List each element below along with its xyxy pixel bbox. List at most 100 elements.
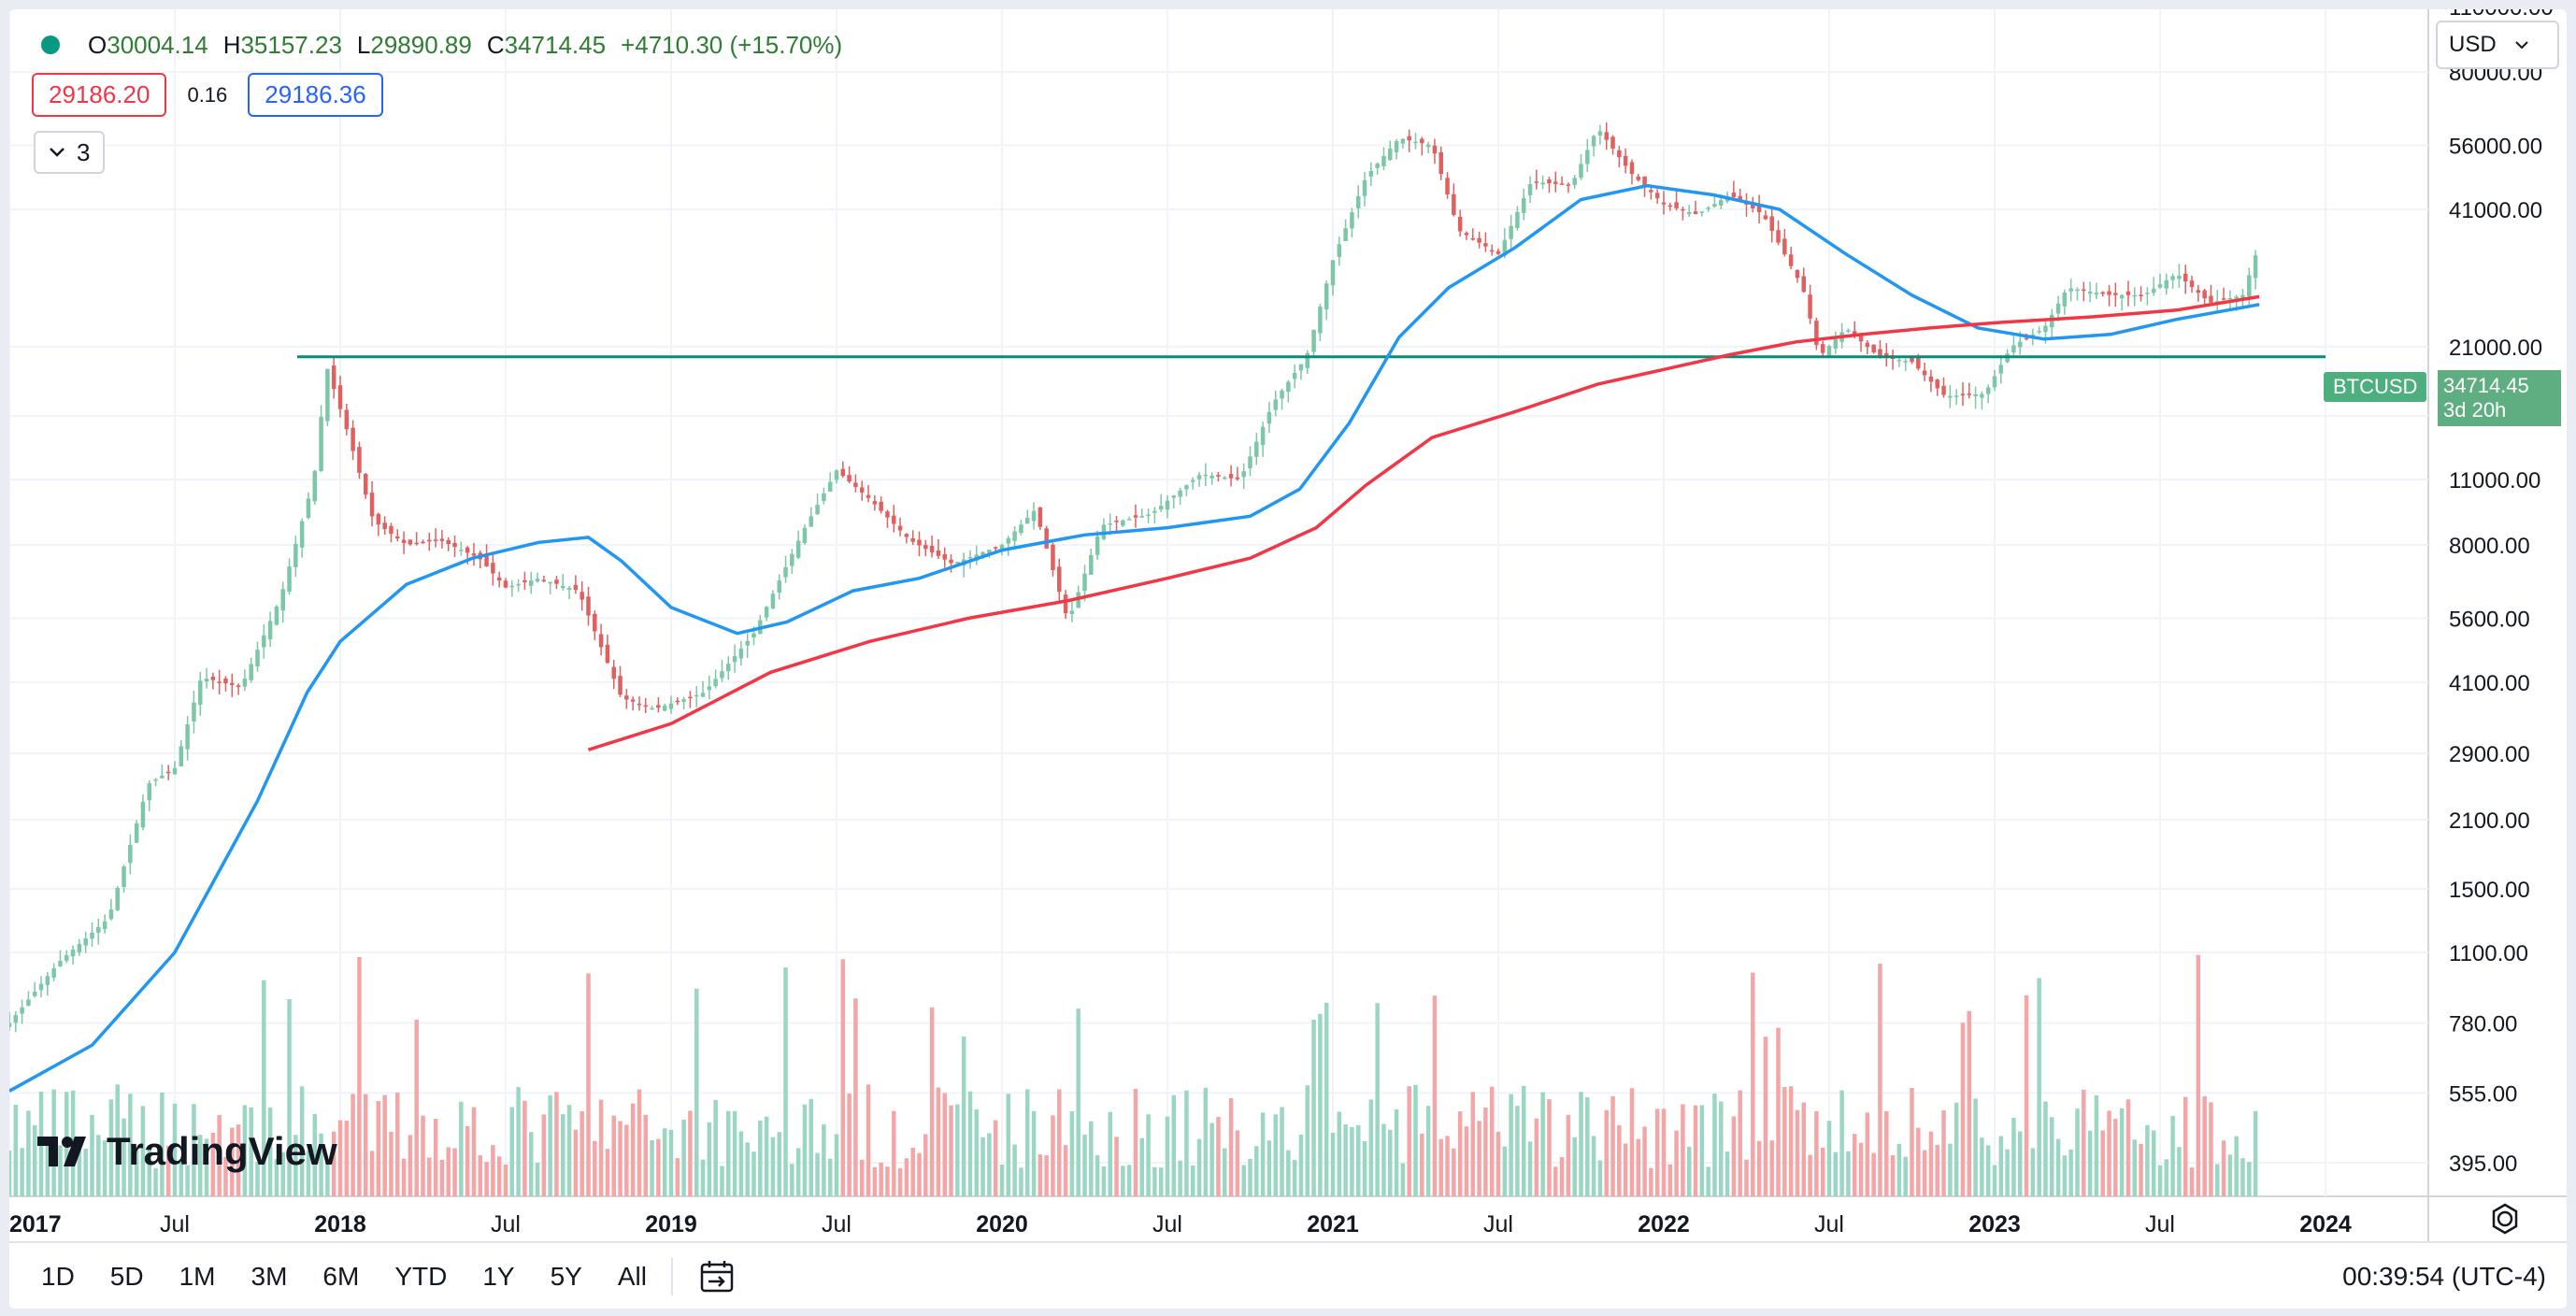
volume-bar [2221, 1140, 2226, 1196]
volume-bar [1165, 1116, 1170, 1196]
range-6m-button[interactable]: 6M [322, 1262, 360, 1291]
range-1m-button[interactable]: 1M [179, 1262, 216, 1291]
chart-canvas[interactable]: 160000.00110000.0080000.0056000.0041000.… [9, 9, 2567, 1309]
candle-body [688, 696, 693, 699]
volume-bar [185, 1165, 190, 1196]
settings-icon[interactable] [2488, 1202, 2522, 1236]
candle-body [1012, 531, 1017, 541]
candle-body [522, 579, 527, 582]
candle-body [1223, 477, 1227, 479]
volume-bar [1477, 1121, 1481, 1196]
volume-bar [1209, 1123, 1214, 1196]
volume-bar [77, 1137, 82, 1196]
range-all-button[interactable]: All [617, 1262, 647, 1291]
candle-body [2107, 291, 2111, 295]
volume-bar [1623, 1143, 1628, 1196]
volume-bar [2132, 1139, 2138, 1196]
candle-body [1731, 193, 1737, 197]
range-1d-button[interactable]: 1D [41, 1262, 75, 1291]
currency-select[interactable]: USD [2436, 21, 2559, 69]
candle-body [1559, 183, 1565, 185]
candle-body [1654, 193, 1660, 199]
volume-bar [1126, 1165, 1132, 1196]
volume-bar [102, 1140, 107, 1196]
buy-button[interactable]: 29186.36 [248, 73, 383, 117]
candle-body [1089, 554, 1094, 575]
volume-bar [1012, 1144, 1017, 1196]
range-5y-button[interactable]: 5Y [550, 1262, 582, 1291]
chart-frame: 160000.00110000.0080000.0056000.0041000.… [9, 9, 2567, 1309]
volume-bar [2247, 1162, 2252, 1196]
volume-bar [2043, 1101, 2048, 1196]
volume-bar [351, 1094, 355, 1196]
candle-body [1515, 211, 1520, 228]
volume-bar [1019, 1167, 1023, 1196]
volume-bar [656, 1138, 661, 1196]
candle-body [1425, 144, 1431, 148]
volume-bar [2087, 1130, 2093, 1196]
volume-bar [611, 1115, 616, 1196]
range-1y-button[interactable]: 1Y [482, 1262, 515, 1291]
candle-body [51, 967, 56, 979]
candle-body [351, 427, 355, 451]
candle-body [1973, 393, 1978, 396]
sell-button[interactable]: 29186.20 [32, 73, 167, 117]
volume-bar [2209, 1102, 2213, 1196]
volume-bar [936, 1087, 941, 1196]
volume-bar [2157, 1165, 2163, 1196]
candle-body [516, 583, 521, 586]
go-to-date-icon[interactable] [697, 1257, 737, 1296]
range-5d-button[interactable]: 5D [109, 1262, 144, 1291]
volume-bar [707, 1122, 712, 1196]
candle-body [866, 494, 871, 498]
volume-bar [280, 1152, 285, 1196]
volume-bar [541, 1114, 547, 1196]
candle-body [1375, 163, 1380, 168]
volume-bar [980, 1137, 985, 1196]
candle-body [2240, 294, 2245, 300]
volume-bar [795, 1148, 801, 1196]
volume-bar [1693, 1105, 1698, 1196]
candle-body [1928, 376, 1934, 382]
volume-bar [325, 1160, 330, 1196]
currency-label: USD [2449, 32, 2497, 57]
x-tick-label: 2019 [645, 1211, 697, 1237]
volume-bar [1171, 1094, 1177, 1196]
range-ytd-button[interactable]: YTD [394, 1262, 448, 1291]
volume-bar [2037, 978, 2041, 1196]
range-3m-button[interactable]: 3M [250, 1262, 288, 1291]
y-tick-label: 4100.00 [2449, 671, 2530, 696]
candle-body [363, 474, 368, 495]
volume-bar [694, 988, 699, 1196]
volume-bar [2017, 1131, 2023, 1196]
indicators-toggle-button[interactable]: 3 [34, 131, 106, 174]
candle-body [618, 676, 623, 695]
candle-body [2132, 294, 2138, 297]
volume-bar [1953, 1102, 1959, 1196]
candle-body [153, 779, 158, 781]
volume-bar [764, 1116, 769, 1196]
candle-body [2253, 255, 2258, 279]
volume-bar [1884, 1110, 1889, 1196]
volume-bar [2094, 1094, 2099, 1196]
volume-bar [1617, 1124, 1622, 1196]
tradingview-logo[interactable]: TradingView [37, 1129, 337, 1174]
clock-timezone[interactable]: 00:39:54 (UTC-4) [2342, 1262, 2546, 1291]
candle-body [128, 844, 133, 864]
candle-body [102, 921, 107, 930]
ohlc-legend: O30004.14 H35157.23 L29890.89 C34714.45 … [41, 22, 857, 67]
ma-slow-line [587, 294, 2260, 751]
volume-bar [1101, 1166, 1107, 1196]
y-tick-label: 2900.00 [2449, 742, 2530, 767]
volume-bar [2151, 1130, 2156, 1196]
candle-body [1642, 176, 1647, 187]
candle-body [1388, 148, 1393, 161]
volume-bar [566, 1105, 572, 1196]
volume-bar [1579, 1092, 1583, 1196]
high-label: H [222, 30, 241, 59]
x-tick-label: 2017 [9, 1211, 62, 1237]
candle-body [1502, 239, 1508, 256]
candle-body [777, 580, 781, 593]
candle-body [1445, 178, 1450, 195]
volume-bar [427, 1157, 432, 1196]
